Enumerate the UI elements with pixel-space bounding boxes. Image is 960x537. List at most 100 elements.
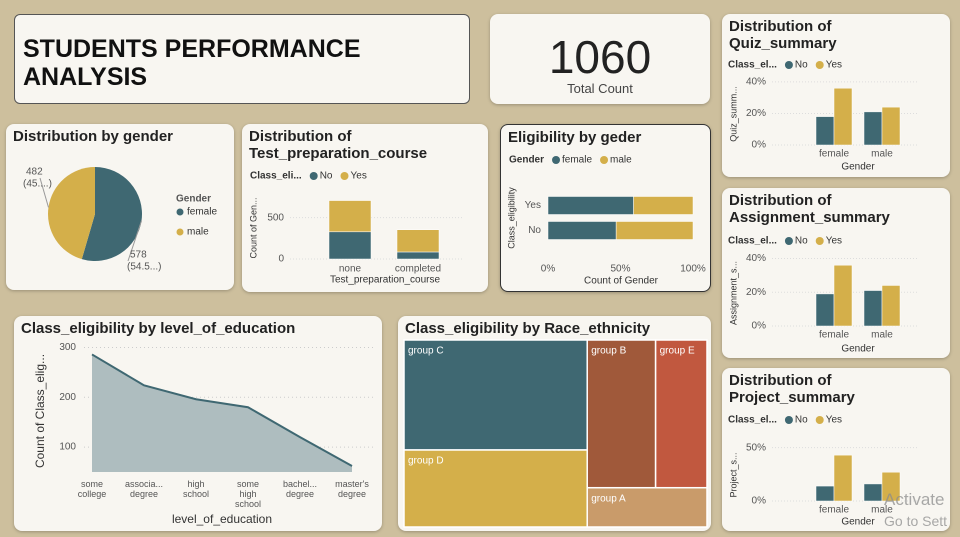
x-tick-label: female [819, 505, 849, 516]
tile-label: group C [408, 346, 444, 357]
legend-label: Yes [826, 236, 842, 247]
legend-marker [784, 61, 793, 69]
x-axis-label: Count of Gender [584, 276, 659, 287]
chart: group C group D group B group E group A [403, 339, 708, 528]
x-tick-label: 0% [541, 264, 556, 275]
leader-line [127, 220, 142, 262]
legend-marker [815, 416, 824, 424]
y-tick-label: 0 [278, 254, 284, 265]
bar [396, 251, 440, 260]
legend-marker [340, 172, 349, 180]
legend-title: Gender [509, 155, 544, 166]
x-tick-label: completed [395, 264, 441, 275]
x-tick-label: some college [78, 479, 107, 499]
x-tick-label: 50% [610, 264, 630, 275]
bar [615, 221, 694, 240]
treemap-tile [403, 339, 588, 451]
legend-marker [176, 208, 184, 216]
x-tick-label: female [819, 330, 849, 341]
chart-title: Class_eligibility by level_of_education [21, 320, 296, 337]
x-tick-label: male [871, 330, 893, 341]
legend-marker [784, 416, 793, 424]
chart-card: Distribution by gender 578 (54.5...) 482 (45… [6, 124, 234, 290]
y-tick-label: 300 [59, 342, 76, 353]
x-axis-label: Gender [841, 162, 875, 173]
tile-label: group E [660, 346, 695, 357]
dashboard-title: STUDENTS PERFORMANCE ANALYSIS [23, 35, 361, 91]
y-tick-label: 40% [746, 253, 766, 264]
legend-label: Yes [351, 171, 367, 182]
x-axis-label: Test_preparation_course [330, 275, 441, 286]
y-axis-label: Class_eligibility [506, 187, 516, 249]
bar [881, 106, 901, 146]
watermark: Activate [884, 490, 945, 509]
chart-title: Distribution of Quiz_summary [729, 18, 837, 52]
bar [815, 485, 835, 502]
legend-title: Class_el... [728, 415, 777, 426]
chart: 578(54.5...) 482(45....) Gender female male [23, 167, 217, 273]
kpi-value: 1060 [548, 31, 652, 83]
pie-slice [81, 167, 143, 261]
bar [547, 196, 634, 215]
treemap-tile [586, 486, 708, 528]
bar [328, 200, 372, 233]
watermark: Go to Sett [884, 513, 948, 529]
y-axis-label: Assignment_s... [728, 261, 738, 325]
x-tick-label: 100% [680, 264, 706, 275]
y-tick-label: No [528, 225, 541, 236]
chart: 0% 50% 100% Yes No Count of Gender Class_eligi… [506, 155, 706, 287]
y-tick-label: 200 [59, 392, 76, 403]
legend-marker [600, 156, 609, 164]
tile-label: group D [408, 456, 444, 467]
kpi-card: 1060 Total Count [490, 14, 710, 104]
chart-title: Class_eligibility by Race_ethnicity [405, 320, 651, 337]
legend-title: Class_el... [728, 236, 777, 247]
data-label: (45....) [23, 179, 52, 190]
legend-label: male [610, 155, 632, 166]
legend-marker [176, 228, 184, 236]
chart: 0% 20% 40% female male Gender Quiz_summ... Clas… [728, 60, 918, 173]
legend-marker [309, 172, 318, 180]
legend-label: No [795, 60, 808, 71]
legend-marker [784, 237, 793, 245]
bar [328, 231, 372, 260]
y-axis-label: Quiz_summ... [728, 86, 738, 142]
chart: 0% 20% 40% female male Gender Assignment_s... C… [728, 236, 918, 355]
y-axis-label: Count of Class_elig... [33, 354, 47, 468]
y-tick-label: Yes [525, 200, 541, 211]
chart-card: Eligibility by geder 0% 50% 100% Yes No Count … [500, 124, 711, 292]
x-tick-label: high school [183, 479, 209, 499]
x-tick-label: some high school [235, 479, 261, 509]
pie-slice [48, 167, 95, 260]
bar [863, 290, 883, 327]
legend-label: female [187, 207, 217, 218]
legend-label: Yes [826, 60, 842, 71]
legend-title: Class_eli... [250, 171, 302, 182]
bar [815, 293, 835, 327]
y-tick-label: 500 [267, 212, 284, 223]
x-axis-label: level_of_education [172, 512, 272, 526]
x-tick-label: associa... degree [125, 479, 163, 499]
y-tick-label: 0% [752, 496, 767, 507]
y-axis-label: Project_s... [728, 452, 738, 497]
bar [547, 221, 617, 240]
chart-title: Distribution of Assignment_summary [729, 192, 890, 226]
bar [396, 229, 440, 253]
y-tick-label: 0% [752, 140, 767, 151]
chart-card: Class_eligibility by level_of_education 1… [14, 316, 382, 531]
legend-marker [815, 237, 824, 245]
leader-line [39, 177, 49, 208]
legend-label: male [187, 227, 209, 238]
bar [881, 471, 901, 502]
data-label: 578 [130, 250, 147, 261]
legend-marker [552, 156, 561, 164]
line [91, 353, 353, 467]
legend-title: Class_el... [728, 60, 777, 71]
y-axis-label: Count of Gen... [248, 197, 258, 258]
legend-title: Gender [176, 194, 211, 205]
bar [863, 483, 883, 502]
chart-card: Distribution of Quiz_summary 0% 20% 40% fema… [722, 14, 950, 177]
y-tick-label: 40% [746, 77, 766, 88]
